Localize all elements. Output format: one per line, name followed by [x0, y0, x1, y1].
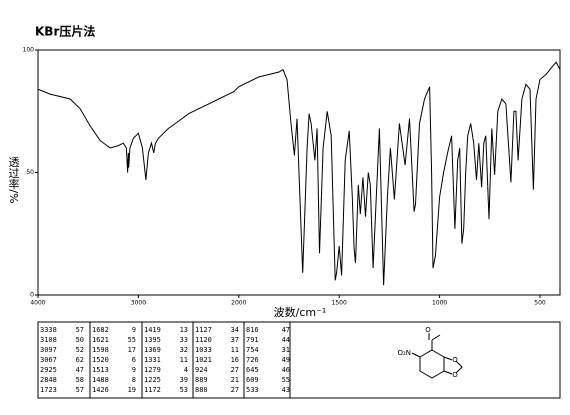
- x-tick-label: 1000: [432, 300, 447, 307]
- wavenumber-cell: 880: [195, 386, 208, 394]
- transmittance-cell: 49: [282, 356, 290, 364]
- x-axis-label: 波数/cm⁻¹: [274, 306, 327, 319]
- wavenumber-cell: 1621: [92, 336, 109, 344]
- wavenumber-cell: 1033: [195, 346, 212, 354]
- transmittance-cell: 52: [76, 346, 84, 354]
- wavenumber-cell: 1513: [92, 366, 109, 374]
- wavenumber-cell: 1369: [144, 346, 161, 354]
- transmittance-cell: 34: [231, 326, 239, 334]
- x-tick-label: 2000: [231, 300, 246, 307]
- wavenumber-cell: 1127: [195, 326, 212, 334]
- bond: [443, 356, 453, 361]
- wavenumber-cell: 1520: [92, 356, 109, 364]
- wavenumber-cell: 1419: [144, 326, 161, 334]
- wavenumber-cell: 754: [246, 346, 259, 354]
- wavenumber-cell: 645: [246, 366, 259, 374]
- structure: [411, 333, 463, 379]
- wavenumber-cell: 1021: [195, 356, 212, 364]
- transmittance-cell: 50: [76, 336, 84, 344]
- benzene-ring: [419, 349, 445, 379]
- transmittance-cell: 57: [76, 326, 84, 334]
- wavenumber-cell: 1225: [144, 376, 161, 384]
- wavenumber-cell: 2925: [40, 366, 57, 374]
- transmittance-cell: 4: [184, 366, 188, 374]
- wavenumber-cell: 816: [246, 326, 259, 334]
- transmittance-cell: 44: [282, 336, 290, 344]
- bond: [431, 334, 441, 341]
- atom-label: O: [452, 356, 458, 364]
- wavenumber-cell: 3067: [40, 356, 57, 364]
- wavenumber-cell: 1331: [144, 356, 161, 364]
- y-tick-label: 100: [23, 47, 35, 54]
- wavenumber-cell: 1279: [144, 366, 161, 374]
- transmittance-cell: 32: [180, 346, 188, 354]
- y-tick-label: 50: [26, 169, 34, 176]
- transmittance-cell: 9: [132, 326, 136, 334]
- transmittance-cell: 33: [180, 336, 188, 344]
- transmittance-cell: 53: [180, 386, 188, 394]
- transmittance-cell: 55: [128, 336, 136, 344]
- y-tick-label: 0: [30, 292, 34, 299]
- transmittance-cell: 13: [180, 326, 188, 334]
- wavenumber-cell: 609: [246, 376, 259, 384]
- wavenumber-cell: 1682: [92, 326, 109, 334]
- atom-label: O: [425, 326, 431, 334]
- bond: [443, 370, 453, 375]
- wavenumber-cell: 924: [195, 366, 208, 374]
- transmittance-cell: 8: [132, 376, 136, 384]
- x-tick-label: 1500: [332, 300, 347, 307]
- wavenumber-cell: 726: [246, 356, 259, 364]
- transmittance-cell: 21: [231, 376, 239, 384]
- wavenumber-cell: 533: [246, 386, 259, 394]
- table-frame: [37, 321, 561, 399]
- wavenumber-cell: 1488: [92, 376, 109, 384]
- transmittance-cell: 62: [76, 356, 84, 364]
- transmittance-cell: 31: [282, 346, 290, 354]
- transmittance-cell: 55: [282, 376, 290, 384]
- transmittance-cell: 27: [231, 386, 239, 394]
- transmittance-cell: 6: [132, 356, 136, 364]
- transmittance-cell: 37: [231, 336, 239, 344]
- transmittance-cell: 47: [282, 326, 290, 334]
- transmittance-cell: 19: [128, 386, 136, 394]
- chart-title: KBr压片法: [35, 24, 95, 39]
- wavenumber-cell: 1172: [144, 386, 161, 394]
- wavenumber-cell: 1120: [195, 336, 212, 344]
- transmittance-cell: 43: [282, 386, 290, 394]
- bond: [455, 360, 463, 374]
- atom-label: O: [452, 371, 458, 379]
- transmittance-cell: 57: [76, 386, 84, 394]
- transmittance-cell: 17: [128, 346, 136, 354]
- transmittance-cell: 46: [282, 366, 290, 374]
- wavenumber-cell: 3338: [40, 326, 57, 334]
- wavenumber-cell: 1723: [40, 386, 57, 394]
- transmittance-cell: 9: [132, 366, 136, 374]
- transmittance-cell: 16: [231, 356, 239, 364]
- wavenumber-cell: 791: [246, 336, 259, 344]
- atom-label: O₂N: [397, 349, 411, 357]
- transmittance-cell: 39: [180, 376, 188, 384]
- wavenumber-cell: 889: [195, 376, 208, 384]
- wavenumber-cell: 3097: [40, 346, 57, 354]
- x-tick-label: 3000: [131, 300, 146, 307]
- transmittance-cell: 11: [231, 346, 239, 354]
- spectrum-line: [37, 61, 561, 286]
- wavenumber-cell: 2848: [40, 376, 57, 384]
- x-tick-label: 500: [534, 300, 546, 307]
- wavenumber-cell: 1426: [92, 386, 109, 394]
- x-tick-label: 4000: [30, 300, 45, 307]
- transmittance-cell: 47: [76, 366, 84, 374]
- transmittance-cell: 11: [180, 356, 188, 364]
- transmittance-cell: 27: [231, 366, 239, 374]
- y-axis-label: 透过率/%: [7, 156, 20, 203]
- bond: [411, 352, 421, 358]
- wavenumber-cell: 1395: [144, 336, 161, 344]
- wavenumber-cell: 3108: [40, 336, 57, 344]
- wavenumber-cell: 1598: [92, 346, 109, 354]
- transmittance-cell: 58: [76, 376, 84, 384]
